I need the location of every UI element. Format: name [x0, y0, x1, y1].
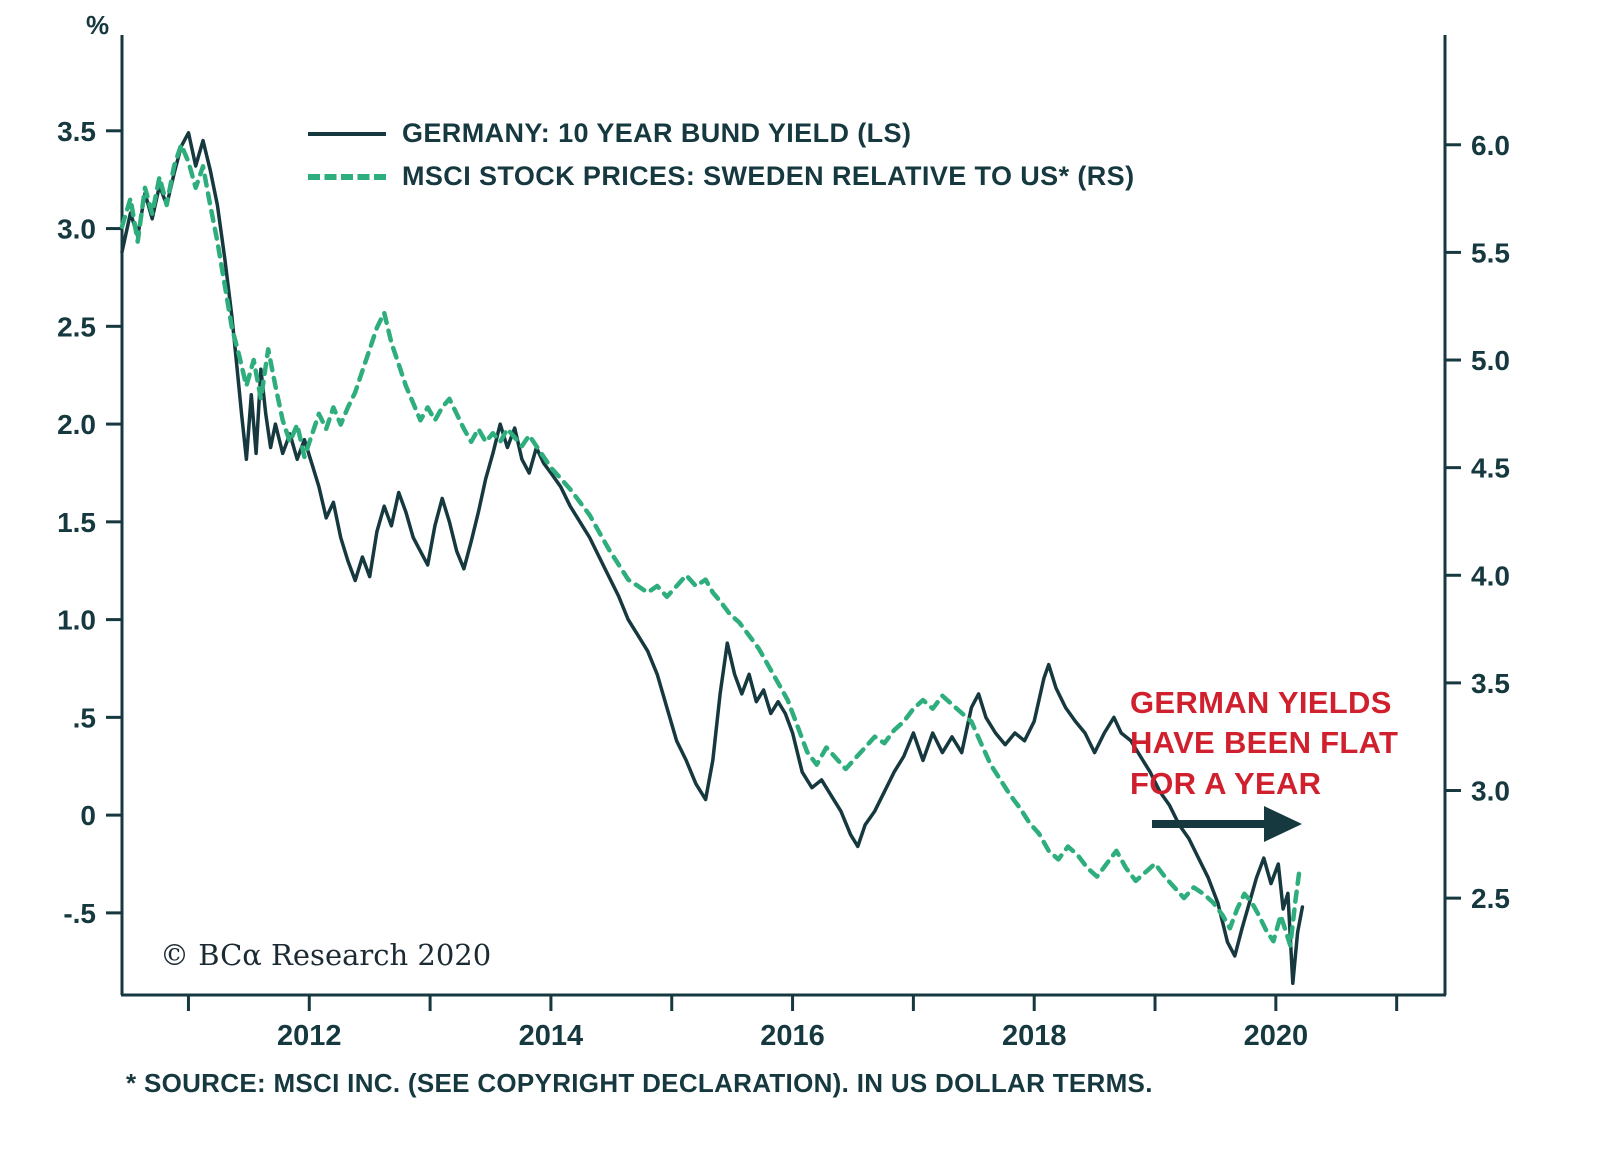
- right-axis-tick-label: 4.0: [1471, 560, 1510, 591]
- left-axis-tick-label: 2.0: [57, 409, 96, 440]
- x-axis-tick-label: 2018: [1002, 1020, 1067, 1052]
- right-axis-tick-label: 3.5: [1471, 668, 1510, 699]
- left-axis-tick-label: 0: [80, 800, 96, 831]
- chart-legend: GERMANY: 10 YEAR BUND YIELD (LS) MSCI ST…: [308, 118, 1134, 192]
- source-footnote: * SOURCE: MSCI INC. (SEE COPYRIGHT DECLA…: [126, 1068, 1153, 1098]
- left-axis-tick-label: -.5: [63, 898, 96, 929]
- right-axis-tick-label: 3.0: [1471, 776, 1510, 807]
- left-axis-tick-label: 1.0: [57, 605, 96, 636]
- right-axis-tick-label: 6.0: [1471, 130, 1510, 161]
- right-axis-tick-label: 2.5: [1471, 883, 1510, 914]
- right-axis-tick-label: 4.5: [1471, 453, 1510, 484]
- left-axis-tick-label: .5: [73, 702, 96, 733]
- x-axis-tick-label: 2014: [519, 1020, 584, 1052]
- solid-line-swatch-icon: [308, 131, 386, 136]
- left-axis-unit-label: %: [86, 10, 110, 40]
- right-axis-tick-label: 5.5: [1471, 237, 1510, 268]
- left-axis-tick-label: 1.5: [57, 507, 96, 538]
- legend-item-germany: GERMANY: 10 YEAR BUND YIELD (LS): [308, 118, 1134, 149]
- legend-label-germany: GERMANY: 10 YEAR BUND YIELD (LS): [402, 118, 912, 148]
- annotation-line-2: HAVE BEEN FLAT: [1130, 725, 1399, 761]
- right-axis-tick-label: 5.0: [1471, 345, 1510, 376]
- x-axis-tick-label: 2020: [1244, 1020, 1309, 1052]
- x-axis-tick-label: 2016: [760, 1020, 825, 1052]
- legend-item-sweden: MSCI STOCK PRICES: SWEDEN RELATIVE TO US…: [308, 161, 1134, 192]
- sweden-msci-relative-line: [119, 142, 1303, 948]
- copyright-notice: © BCα Research 2020: [160, 938, 492, 972]
- germany-bund-yield-line: [120, 131, 1305, 986]
- annotation-line-1: GERMAN YIELDS: [1130, 685, 1392, 720]
- left-axis-tick-label: 3.5: [57, 116, 96, 147]
- x-axis-tick-label: 2012: [277, 1020, 342, 1052]
- dashed-line-swatch-icon: [308, 173, 386, 180]
- annotation-line-3: FOR A YEAR: [1130, 765, 1322, 801]
- flat-arrow-head-icon: [1264, 806, 1302, 842]
- left-axis-tick-label: 2.5: [57, 311, 96, 342]
- legend-label-sweden: MSCI STOCK PRICES: SWEDEN RELATIVE TO US…: [402, 161, 1135, 191]
- left-axis-tick-label: 3.0: [57, 214, 96, 245]
- flat-yields-annotation: GERMAN YIELDS HAVE BEEN FLAT FOR A YEAR: [1130, 683, 1398, 804]
